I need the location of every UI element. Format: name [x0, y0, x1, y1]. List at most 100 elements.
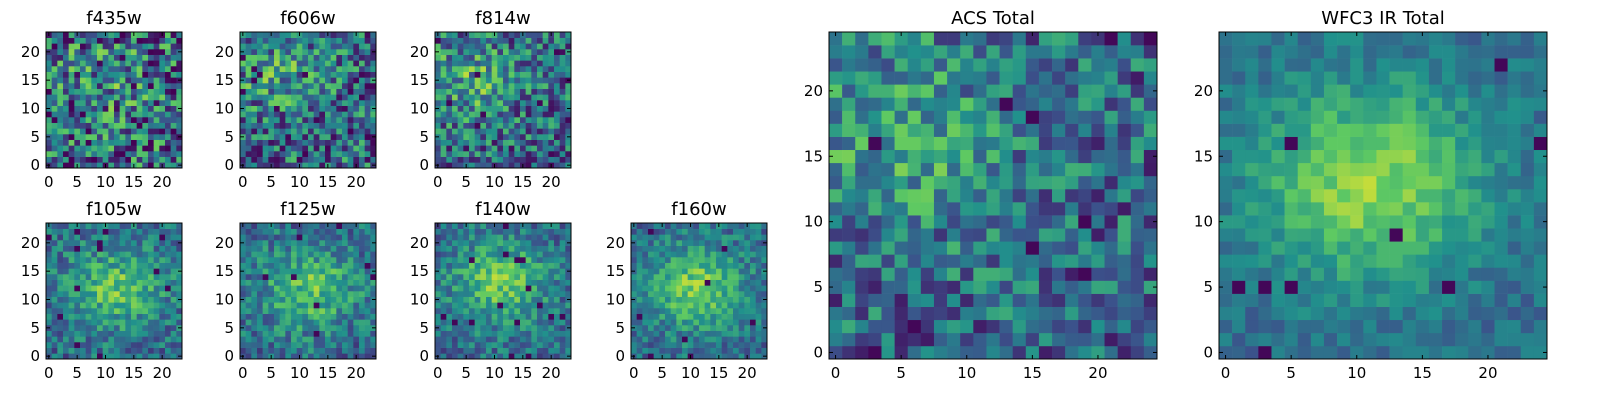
heatmap-cell [559, 43, 566, 50]
heatmap-cell [296, 245, 303, 252]
heatmap-cell [446, 313, 453, 320]
heatmap-cell [153, 330, 160, 337]
heatmap-cell [659, 285, 666, 292]
heatmap-cell [469, 347, 475, 354]
panel-title: f160w [671, 199, 726, 220]
heatmap-cell [85, 302, 92, 309]
heatmap-cell [565, 313, 572, 320]
heatmap-cell [508, 291, 515, 297]
heatmap-cell [452, 325, 458, 331]
heatmap-cell [279, 117, 286, 123]
heatmap-cell [291, 296, 297, 303]
heatmap-cell [319, 245, 326, 252]
heatmap-cell [542, 279, 549, 286]
heatmap-cell [842, 97, 856, 111]
heatmap-cell [102, 122, 109, 129]
heatmap-cell [51, 234, 58, 241]
heatmap-cell [659, 319, 666, 326]
heatmap-cell [693, 347, 700, 354]
heatmap-cell [1025, 293, 1040, 307]
heatmap-cell [868, 215, 882, 229]
heatmap-cell [542, 83, 549, 89]
heatmap-cell [51, 251, 58, 258]
heatmap-cell [51, 268, 58, 275]
heatmap-cell [508, 223, 515, 229]
heatmap-cell [136, 234, 143, 241]
heatmap-cell [699, 291, 705, 297]
heatmap-cell [514, 330, 521, 337]
heatmap-cell [1025, 188, 1040, 203]
heatmap-cell [486, 319, 492, 326]
heatmap-cell [920, 202, 935, 216]
heatmap-cell [491, 83, 498, 89]
heatmap-cell [336, 228, 343, 235]
heatmap-cell [74, 228, 81, 235]
heatmap-cell [452, 319, 458, 326]
heatmap-cell [251, 223, 258, 229]
heatmap-cell [457, 37, 464, 44]
heatmap-cell [85, 162, 92, 169]
heatmap-cell [907, 228, 922, 242]
heatmap-cell [85, 145, 92, 152]
heatmap-cell [342, 240, 348, 246]
heatmap-cell [514, 66, 521, 72]
heatmap-cell [176, 313, 183, 320]
heatmap-cell [469, 156, 475, 163]
heatmap-cell [537, 54, 543, 61]
heatmap-cell [469, 60, 475, 67]
heatmap-cell [514, 100, 521, 106]
heatmap-cell [148, 66, 154, 72]
heatmap-cell [933, 58, 948, 72]
heatmap-cell [537, 274, 543, 280]
heatmap-cell [446, 342, 453, 348]
heatmap-cell [80, 279, 86, 286]
heatmap-cell [1052, 97, 1066, 111]
heatmap-cell [74, 330, 81, 337]
heatmap-cell [727, 257, 734, 263]
heatmap-cell [251, 262, 258, 269]
heatmap-cell [554, 234, 560, 241]
heatmap-cell [159, 111, 166, 118]
heatmap-cell [693, 296, 700, 303]
heatmap-cell [999, 241, 1013, 255]
heatmap-cell [704, 262, 711, 269]
heatmap-cell [313, 77, 320, 84]
heatmap-cell [670, 228, 677, 235]
heatmap-cell [330, 274, 337, 280]
panel-title: ACS Total [951, 8, 1035, 29]
heatmap-cell [474, 71, 481, 78]
heatmap-cell [542, 49, 549, 55]
heatmap-cell [537, 37, 543, 44]
heatmap-cell [302, 353, 309, 360]
heatmap-cell [548, 257, 555, 263]
heatmap-cell [486, 285, 492, 292]
heatmap-cell [91, 66, 98, 72]
heatmap-cell [497, 37, 504, 44]
heatmap-cell [136, 285, 143, 292]
heatmap-cell [469, 342, 475, 348]
heatmap-cell [1025, 123, 1040, 137]
heatmap-cell [46, 262, 52, 269]
x-tick-label: 5 [657, 364, 667, 382]
heatmap-cell [554, 105, 560, 112]
heatmap-cell [251, 122, 258, 129]
heatmap-cell [710, 228, 717, 235]
heatmap-cell [721, 325, 728, 331]
heatmap-cell [548, 77, 555, 84]
heatmap-cell [131, 122, 137, 129]
heatmap-cell [755, 240, 762, 246]
heatmap-cell [136, 279, 143, 286]
heatmap-cell [457, 291, 464, 297]
heatmap-cell [525, 245, 532, 252]
heatmap-cell [1025, 267, 1040, 281]
heatmap-cell [716, 291, 722, 297]
heatmap-cell [531, 105, 538, 112]
heatmap-cell [559, 66, 566, 72]
heatmap-cell [653, 308, 660, 314]
heatmap-cell [1012, 123, 1027, 137]
heatmap-cell [435, 347, 441, 354]
heatmap-cell [520, 37, 526, 44]
heatmap-cell [319, 234, 326, 241]
heatmap-cell [1025, 71, 1040, 85]
heatmap-cell [153, 223, 160, 229]
